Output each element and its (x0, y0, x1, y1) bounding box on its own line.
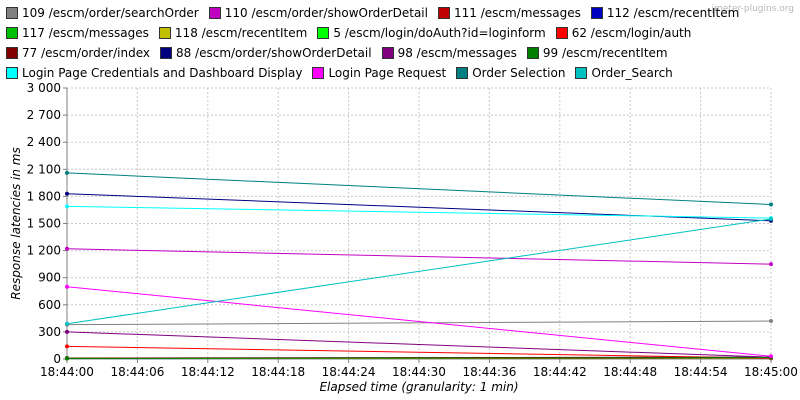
legend-swatch (526, 47, 539, 59)
legend-item: 98 /escm/messages (381, 45, 517, 61)
x-tick-label: 18:44:18 (251, 365, 305, 379)
series-point (65, 329, 69, 334)
series-line (66, 218, 772, 325)
legend-swatch (590, 7, 603, 19)
y-tick-label: 300 (38, 325, 61, 339)
series-line (66, 320, 772, 326)
legend-swatch (6, 47, 18, 59)
x-tick-label: 18:44:54 (674, 365, 728, 379)
series-line (66, 331, 772, 358)
legend-label: 118 /escm/recentItem (174, 26, 308, 40)
legend-swatch (6, 7, 18, 19)
legend-label: 110 /escm/order/showOrderDetail (224, 6, 428, 20)
y-tick-label: 900 (38, 271, 61, 285)
x-tick-label: 18:44:06 (110, 365, 164, 379)
series-line (66, 286, 772, 357)
series-point (769, 262, 773, 267)
x-tick-label: 18:45:00 (744, 365, 798, 379)
legend-item: Login Page Request (312, 65, 446, 81)
legend-label: 99 /escm/recentItem (542, 46, 668, 60)
y-axis-title: Response latencies in ms (9, 147, 23, 299)
legend-swatch (456, 67, 469, 79)
legend-item: 99 /escm/recentItem (526, 45, 668, 61)
x-tick-label: 18:44:12 (181, 365, 235, 379)
x-tick-label: 18:44:42 (533, 365, 587, 379)
y-tick-label: 2 100 (27, 162, 61, 176)
series-point (769, 319, 773, 324)
legend-swatch (312, 67, 325, 79)
series-point (65, 246, 69, 251)
watermark: jmeter-plugins.org (711, 4, 794, 14)
legend-swatch (159, 47, 172, 59)
series-point (65, 170, 69, 175)
series-line (66, 248, 772, 265)
x-tick-label: 18:44:48 (603, 365, 657, 379)
legend-label: Login Page Credentials and Dashboard Dis… (22, 66, 303, 80)
series-point (769, 202, 773, 207)
y-tick-label: 1 500 (27, 217, 61, 231)
legend-item: 88 /escm/order/showOrderDetail (159, 45, 372, 61)
legend-label: 62 /escm/login/auth (571, 26, 692, 40)
legend-item: Order Selection (456, 65, 565, 81)
legend-item: 118 /escm/recentItem (158, 25, 308, 41)
y-tick-label: 600 (38, 298, 61, 312)
legend-swatch (317, 27, 330, 39)
legend-label: 111 /escm/messages (453, 6, 581, 20)
series-point (65, 321, 69, 326)
series-point (65, 284, 69, 289)
legend-item: 117 /escm/messages (6, 25, 149, 41)
x-tick-label: 18:44:24 (322, 365, 376, 379)
legend-swatch (555, 27, 568, 39)
y-tick-label: 3 000 (27, 81, 61, 95)
legend-label: Login Page Request (328, 66, 447, 80)
legend-swatch (575, 67, 588, 79)
legend-label: 88 /escm/order/showOrderDetail (175, 46, 372, 60)
legend-label: 117 /escm/messages (22, 26, 149, 40)
series-point (65, 191, 69, 196)
legend-label: 77 /escm/order/index (22, 46, 150, 60)
legend-item: 111 /escm/messages (437, 5, 581, 21)
chart-legend: 109 /escm/order/searchOrder 110 /escm/ord… (6, 5, 786, 81)
series-line (66, 172, 772, 206)
series-point (65, 204, 69, 209)
x-tick-label: 18:44:00 (40, 365, 94, 379)
legend-label: 109 /escm/order/searchOrder (22, 6, 199, 20)
y-tick-label: 0 (53, 352, 61, 366)
y-tick-label: 1 200 (27, 244, 61, 258)
series-line (66, 345, 772, 359)
legend-item: 112 /escm/recentItem (590, 5, 740, 21)
series-line (66, 357, 772, 360)
legend-label: Order Selection (472, 66, 566, 80)
legend-swatch (158, 27, 171, 39)
x-axis-title: Elapsed time (granularity: 1 min) (319, 380, 518, 394)
legend-swatch (381, 47, 394, 59)
legend-item: Login Page Credentials and Dashboard Dis… (6, 65, 302, 81)
series-line (66, 205, 772, 219)
legend-label: 98 /escm/messages (397, 46, 517, 60)
legend-label: 5 /escm/login/doAuth?id=loginform (333, 26, 546, 40)
legend-item: 5 /escm/login/doAuth?id=loginform (317, 25, 546, 41)
legend-swatch (437, 7, 450, 19)
legend-label: Order_Search (591, 66, 673, 80)
y-tick-label: 1 800 (27, 189, 61, 203)
legend-swatch (6, 27, 18, 39)
legend-label: 112 /escm/recentItem (606, 6, 740, 20)
x-tick-label: 18:44:36 (462, 365, 516, 379)
y-tick-label: 2 400 (27, 135, 61, 149)
legend-swatch (6, 67, 18, 79)
y-tick-label: 2 700 (27, 108, 61, 122)
series-point (65, 356, 69, 361)
legend-swatch (208, 7, 221, 19)
legend-item: Order_Search (575, 65, 673, 81)
legend-item: 109 /escm/order/searchOrder (6, 5, 199, 21)
series-point (65, 344, 69, 349)
legend-item: 62 /escm/login/auth (555, 25, 692, 41)
legend-item: 110 /escm/order/showOrderDetail (208, 5, 428, 21)
x-tick-label: 18:44:30 (392, 365, 446, 379)
legend-item: 77 /escm/order/index (6, 45, 150, 61)
series-point (769, 354, 773, 359)
series-point (769, 216, 773, 221)
